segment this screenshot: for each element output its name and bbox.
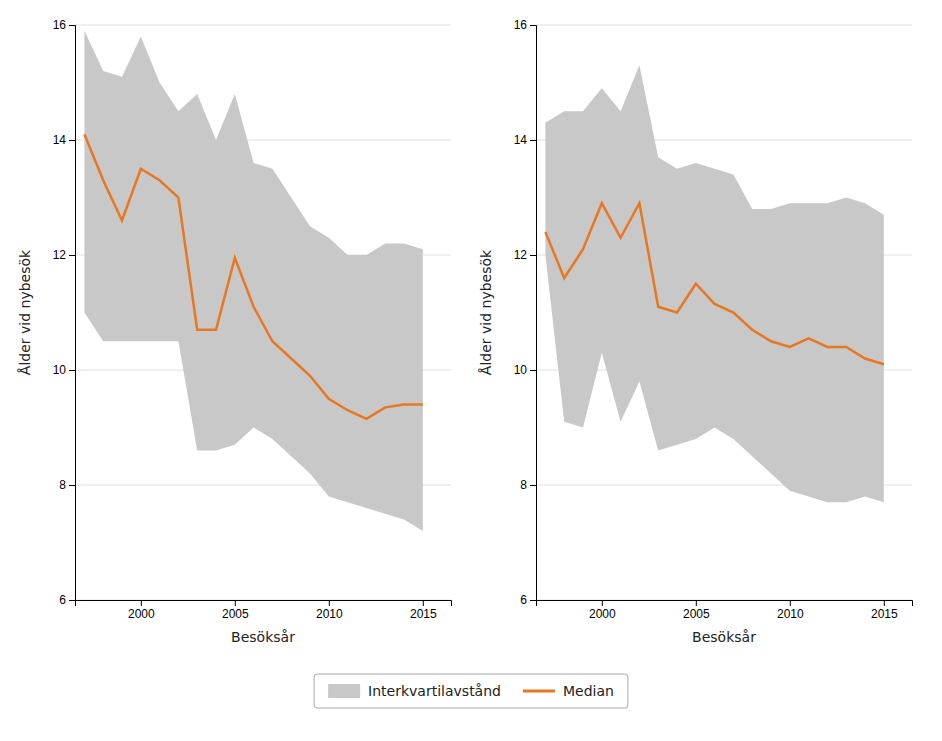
x-tick: 2000 [589, 600, 616, 621]
y-tick-mark [530, 485, 536, 486]
x-tick-mark [602, 600, 603, 606]
chart-root: 2000 2005 2010 2015 6 8 10 12 14 16 Besöksår Ålder … [0, 0, 942, 741]
x-tick-mark [696, 600, 697, 606]
y-tick-label: 12 [514, 248, 528, 262]
y-tick-mark [530, 25, 536, 26]
y-tick: 14 [514, 133, 536, 147]
x-tick-mark [235, 600, 236, 606]
y-axis: 6 8 10 12 14 16 [53, 18, 76, 607]
grid [75, 25, 451, 600]
x-axis-line [537, 601, 913, 607]
y-axis-line [530, 26, 537, 601]
x-axis-title: Besöksår [231, 629, 295, 645]
y-axis-title: Ålder vid nybesök [17, 249, 33, 375]
legend-label: Median [563, 683, 614, 699]
grid [536, 25, 912, 600]
y-tick: 14 [53, 133, 75, 147]
y-tick-label: 8 [520, 478, 527, 492]
y-tick: 12 [514, 248, 536, 262]
grid-line [536, 25, 912, 26]
y-tick: 6 [520, 593, 536, 607]
iqr-band [84, 31, 422, 531]
y-tick-label: 6 [520, 593, 527, 607]
x-tick: 2005 [222, 600, 249, 621]
panel: 2000 2005 2010 2015 6 8 10 12 14 16 Besöksår Ålder … [478, 18, 913, 645]
y-axis-line [69, 26, 76, 601]
y-tick-label: 14 [514, 133, 528, 147]
plot-area [545, 65, 883, 502]
y-tick: 16 [514, 18, 536, 32]
y-tick-label: 16 [514, 18, 528, 32]
x-axis-line [76, 601, 452, 607]
y-tick: 16 [53, 18, 75, 32]
y-axis: 6 8 10 12 14 16 [514, 18, 537, 607]
y-tick-mark [530, 255, 536, 256]
x-tick-mark [329, 600, 330, 606]
legend-swatch [328, 684, 360, 698]
y-tick-mark [69, 600, 75, 601]
x-tick-label: 2010 [777, 607, 804, 621]
legend-frame [314, 674, 628, 708]
y-axis-title: Ålder vid nybesök [478, 249, 494, 375]
y-tick: 8 [520, 478, 536, 492]
y-tick-mark [69, 140, 75, 141]
x-tick-label: 2000 [589, 607, 616, 621]
x-tick: 2015 [871, 600, 898, 621]
x-tick-label: 2000 [128, 607, 155, 621]
y-tick: 8 [59, 478, 75, 492]
legend-item: Median [523, 683, 614, 699]
y-tick-label: 10 [514, 363, 528, 377]
grid-line [75, 25, 451, 26]
y-tick-label: 12 [53, 248, 67, 262]
x-tick: 2010 [316, 600, 343, 621]
y-tick-label: 16 [53, 18, 67, 32]
legend-swatch [523, 690, 555, 693]
x-tick: 2010 [777, 600, 804, 621]
x-tick: 2005 [683, 600, 710, 621]
legend-label: Interkvartilavstånd [368, 683, 501, 699]
x-axis: 2000 2005 2010 2015 [76, 600, 452, 621]
x-tick-mark [423, 600, 424, 606]
x-tick: 2015 [410, 600, 437, 621]
x-axis: 2000 2005 2010 2015 [537, 600, 913, 621]
y-tick-mark [530, 370, 536, 371]
x-tick-label: 2005 [222, 607, 249, 621]
x-tick: 2000 [128, 600, 155, 621]
y-tick-mark [69, 255, 75, 256]
y-tick-label: 6 [59, 593, 66, 607]
y-tick-label: 10 [53, 363, 67, 377]
y-tick: 10 [514, 363, 536, 377]
x-tick-mark [141, 600, 142, 606]
median-line [545, 203, 883, 364]
panel: 2000 2005 2010 2015 6 8 10 12 14 16 Besöksår Ålder … [17, 18, 452, 645]
y-tick: 6 [59, 593, 75, 607]
x-tick-label: 2015 [871, 607, 898, 621]
y-tick: 12 [53, 248, 75, 262]
x-tick-label: 2005 [683, 607, 710, 621]
x-tick-label: 2010 [316, 607, 343, 621]
y-tick-mark [530, 140, 536, 141]
y-tick-label: 14 [53, 133, 67, 147]
y-tick-label: 8 [59, 478, 66, 492]
y-tick-mark [69, 370, 75, 371]
median-line [84, 134, 422, 419]
x-tick-label: 2015 [410, 607, 437, 621]
x-tick-mark [790, 600, 791, 606]
legend: Interkvartilavstånd Median [314, 674, 628, 708]
y-tick-mark [69, 485, 75, 486]
y-tick: 10 [53, 363, 75, 377]
y-tick-mark [69, 25, 75, 26]
plot-area [84, 31, 422, 531]
x-axis-title: Besöksår [692, 629, 756, 645]
y-tick-mark [530, 600, 536, 601]
x-tick-mark [884, 600, 885, 606]
iqr-band [545, 65, 883, 502]
legend-item: Interkvartilavstånd [328, 683, 501, 699]
